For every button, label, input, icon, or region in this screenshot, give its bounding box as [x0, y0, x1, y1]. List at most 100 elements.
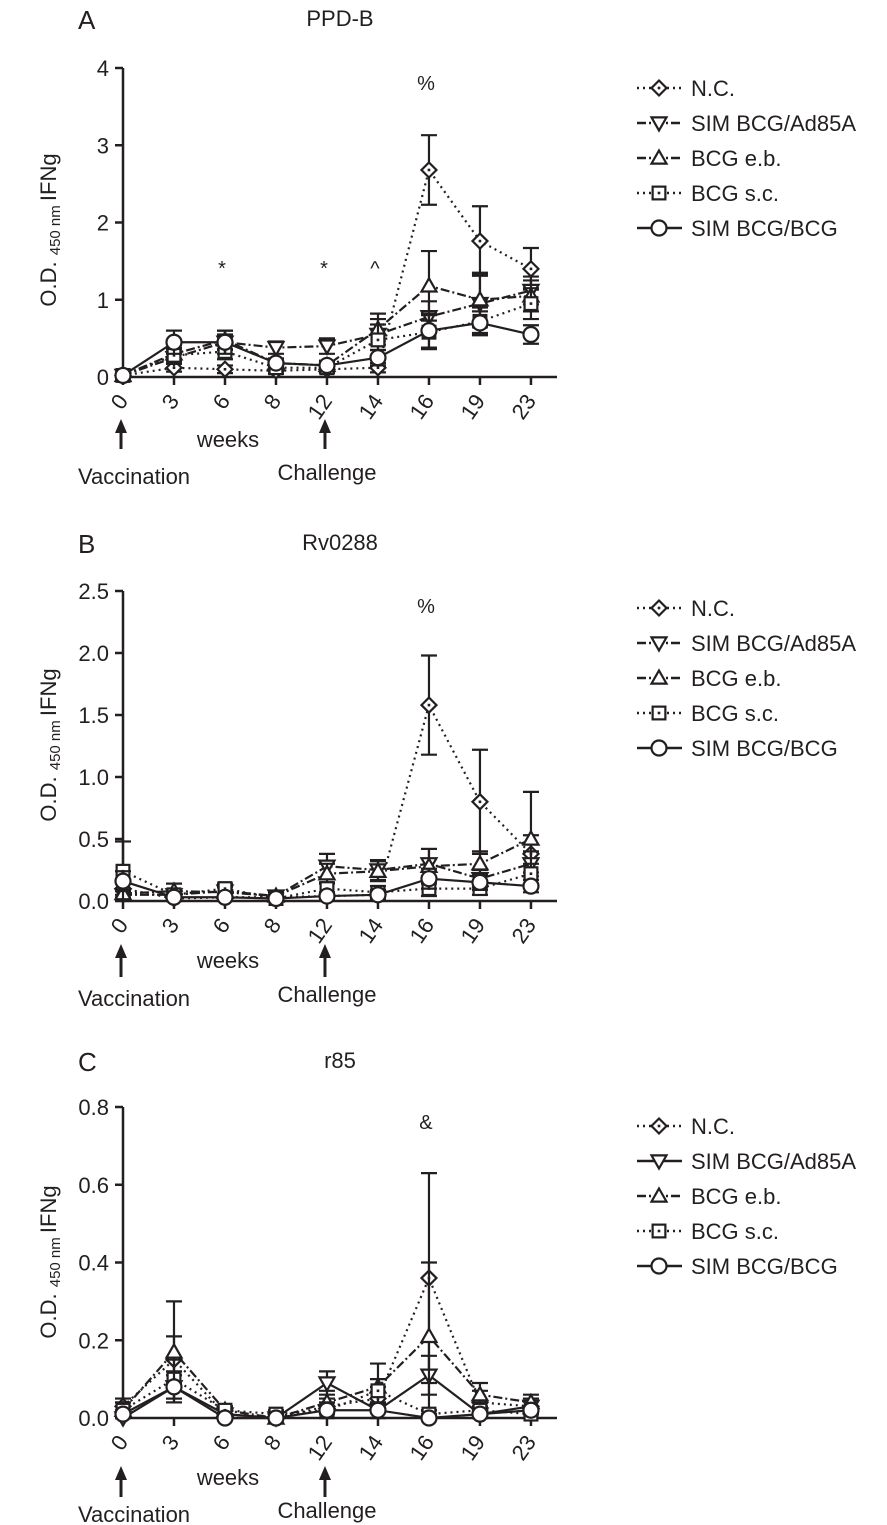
y-axis-label: O.D. 450 nm IFNg	[36, 153, 64, 306]
legend-label: BCG s.c.	[691, 181, 779, 206]
series-line	[122, 1377, 532, 1416]
data-point	[266, 340, 286, 358]
x-axis-label: weeks	[196, 427, 259, 452]
legend-label: N.C.	[691, 76, 735, 101]
legend-label: SIM BCG/Ad85A	[691, 1149, 856, 1174]
legend-label: BCG e.b.	[691, 146, 781, 171]
y-tick-label: 1	[97, 288, 109, 313]
legend-label: SIM BCG/BCG	[691, 216, 838, 241]
data-point	[165, 333, 183, 351]
y-axis-label-tail: IFNg	[36, 153, 61, 201]
data-point-dot	[172, 354, 176, 357]
data-point	[420, 322, 438, 340]
data-point-dot	[427, 168, 431, 172]
x-tick-label: 16	[405, 1431, 440, 1465]
legend-marker-diamond-dot	[657, 1124, 661, 1128]
x-tick-label: 0	[106, 1431, 134, 1455]
data-point	[267, 354, 285, 372]
x-axis-label: weeks	[196, 948, 259, 973]
legend-marker-circle	[650, 1257, 668, 1275]
data-point-dot	[427, 703, 431, 707]
y-axis-label-main: O.D.	[36, 770, 61, 821]
vaccination-label: Vaccination	[78, 986, 190, 1011]
significance-mark: %	[417, 73, 435, 95]
series-circle	[114, 867, 540, 908]
legend-marker-diamond-dot	[657, 86, 661, 90]
data-point-dot	[376, 366, 380, 370]
y-axis-label-sub: 450 nm	[47, 201, 64, 255]
x-tick-label: 8	[259, 1431, 287, 1455]
data-point	[165, 888, 183, 906]
significance-mark: &	[419, 1112, 433, 1134]
legend-marker-circle	[650, 219, 668, 237]
data-point-dot	[376, 1389, 380, 1393]
data-point	[471, 873, 489, 892]
legend-marker-square-dot	[657, 1229, 661, 1233]
data-point	[267, 1409, 285, 1427]
legend-marker-circle	[650, 739, 668, 757]
event-arrow-head	[115, 1466, 127, 1480]
data-point-dot	[223, 887, 227, 890]
legend-label: BCG s.c.	[691, 1219, 779, 1244]
event-arrow-head	[115, 419, 127, 433]
event-arrow-head	[318, 419, 331, 433]
data-point	[114, 366, 132, 385]
data-point	[471, 1405, 489, 1423]
x-tick-label: 0	[106, 390, 134, 414]
legend: N.C. SIM BCG/Ad85A BCG e.b. BCG s.c. SIM BCG…	[637, 1114, 856, 1279]
legend-marker-diamond-dot	[657, 606, 661, 610]
chart-title: Rv0288	[302, 530, 378, 555]
legend-marker-triangle-up	[649, 148, 669, 165]
data-point	[470, 854, 490, 871]
data-point	[368, 861, 388, 878]
legend-marker-triangle-down	[649, 1154, 669, 1171]
legend-marker-square-dot	[657, 711, 661, 715]
significance-mark: *	[320, 258, 328, 280]
y-axis-label-sub: 450 nm	[47, 716, 64, 770]
data-point-dot	[376, 338, 380, 342]
data-point	[471, 314, 489, 332]
x-tick-label: 14	[354, 1431, 389, 1465]
chart-title: PPD-B	[306, 6, 373, 31]
y-tick-label: 0.4	[78, 1251, 109, 1276]
legend-label: SIM BCG/BCG	[691, 1254, 838, 1279]
y-tick-label: 0.5	[78, 827, 109, 852]
y-axis-label-sub: 450 nm	[47, 1233, 64, 1287]
series-circle	[114, 1370, 540, 1427]
data-point	[420, 1409, 438, 1427]
x-tick-label: 12	[303, 1431, 338, 1465]
y-axis-label-main: O.D.	[36, 255, 61, 306]
data-point	[216, 333, 234, 351]
data-point-dot	[172, 366, 176, 370]
legend: N.C. SIM BCG/Ad85A BCG e.b. BCG s.c. SIM BCG…	[637, 76, 856, 241]
y-tick-label: 1.0	[78, 765, 109, 790]
y-tick-label: 0.6	[78, 1173, 109, 1198]
x-tick-label: 14	[354, 390, 389, 424]
x-tick-label: 19	[456, 390, 491, 424]
data-point-dot	[529, 872, 533, 876]
data-point	[267, 889, 285, 908]
data-point-dot	[478, 239, 482, 243]
x-tick-label: 23	[507, 1431, 542, 1465]
significance-mark: ^	[370, 258, 380, 280]
chart-title: r85	[324, 1048, 356, 1073]
event-arrow-head	[318, 1466, 331, 1480]
significance-mark: *	[218, 258, 226, 280]
data-point	[318, 1401, 336, 1419]
legend-marker-triangle-up	[649, 1186, 669, 1203]
data-point	[114, 1405, 132, 1423]
legend-label: SIM BCG/Ad85A	[691, 631, 856, 656]
y-tick-label: 0.0	[78, 1406, 109, 1431]
series-circle	[114, 310, 540, 385]
y-axis-label-tail: IFNg	[36, 668, 61, 716]
y-axis-label: O.D. 450 nm IFNg	[36, 1185, 64, 1338]
data-point	[369, 886, 387, 904]
data-point	[216, 888, 234, 906]
y-tick-label: 0.0	[78, 889, 109, 914]
data-point	[216, 1409, 234, 1427]
challenge-label: Challenge	[277, 1498, 376, 1523]
legend-label: N.C.	[691, 1114, 735, 1139]
data-point	[420, 870, 438, 888]
x-tick-label: 3	[157, 914, 185, 938]
